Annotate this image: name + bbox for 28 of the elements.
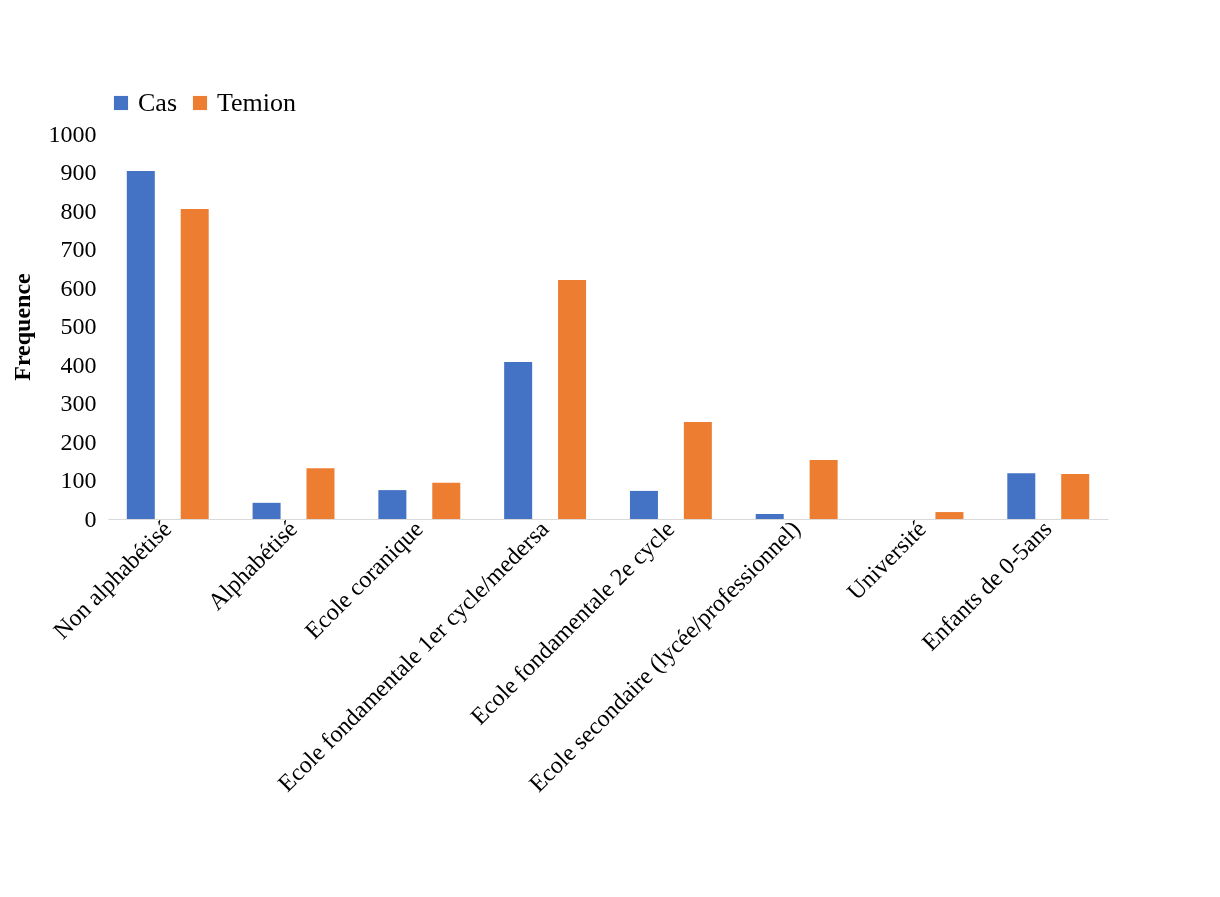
bar bbox=[1007, 473, 1036, 519]
bar bbox=[252, 502, 281, 519]
y-axis-title: Frequence bbox=[8, 272, 35, 381]
legend-label: Cas bbox=[138, 88, 177, 117]
bar bbox=[378, 490, 407, 519]
bar bbox=[755, 514, 784, 519]
y-tick-label: 100 bbox=[60, 467, 97, 493]
y-tick-label: 700 bbox=[60, 236, 97, 262]
bar bbox=[126, 170, 155, 519]
y-tick-label: 800 bbox=[60, 197, 97, 224]
bar bbox=[306, 468, 335, 519]
bar bbox=[180, 209, 209, 519]
bar bbox=[1061, 473, 1090, 519]
bar bbox=[558, 279, 587, 519]
bar bbox=[935, 512, 964, 519]
y-tick-label: 500 bbox=[60, 313, 97, 339]
y-tick-label: 1000 bbox=[48, 120, 97, 147]
bar bbox=[432, 482, 461, 519]
y-tick-label: 300 bbox=[60, 390, 97, 416]
bar bbox=[683, 421, 712, 519]
bar bbox=[504, 361, 533, 519]
y-tick-label: 200 bbox=[60, 428, 97, 455]
y-tick-label: 600 bbox=[60, 274, 97, 301]
bar bbox=[629, 490, 658, 519]
y-tick-label: 400 bbox=[60, 351, 97, 378]
y-tick-label: 900 bbox=[60, 159, 97, 185]
legend-label: Temion bbox=[217, 88, 297, 117]
bar bbox=[809, 460, 838, 519]
